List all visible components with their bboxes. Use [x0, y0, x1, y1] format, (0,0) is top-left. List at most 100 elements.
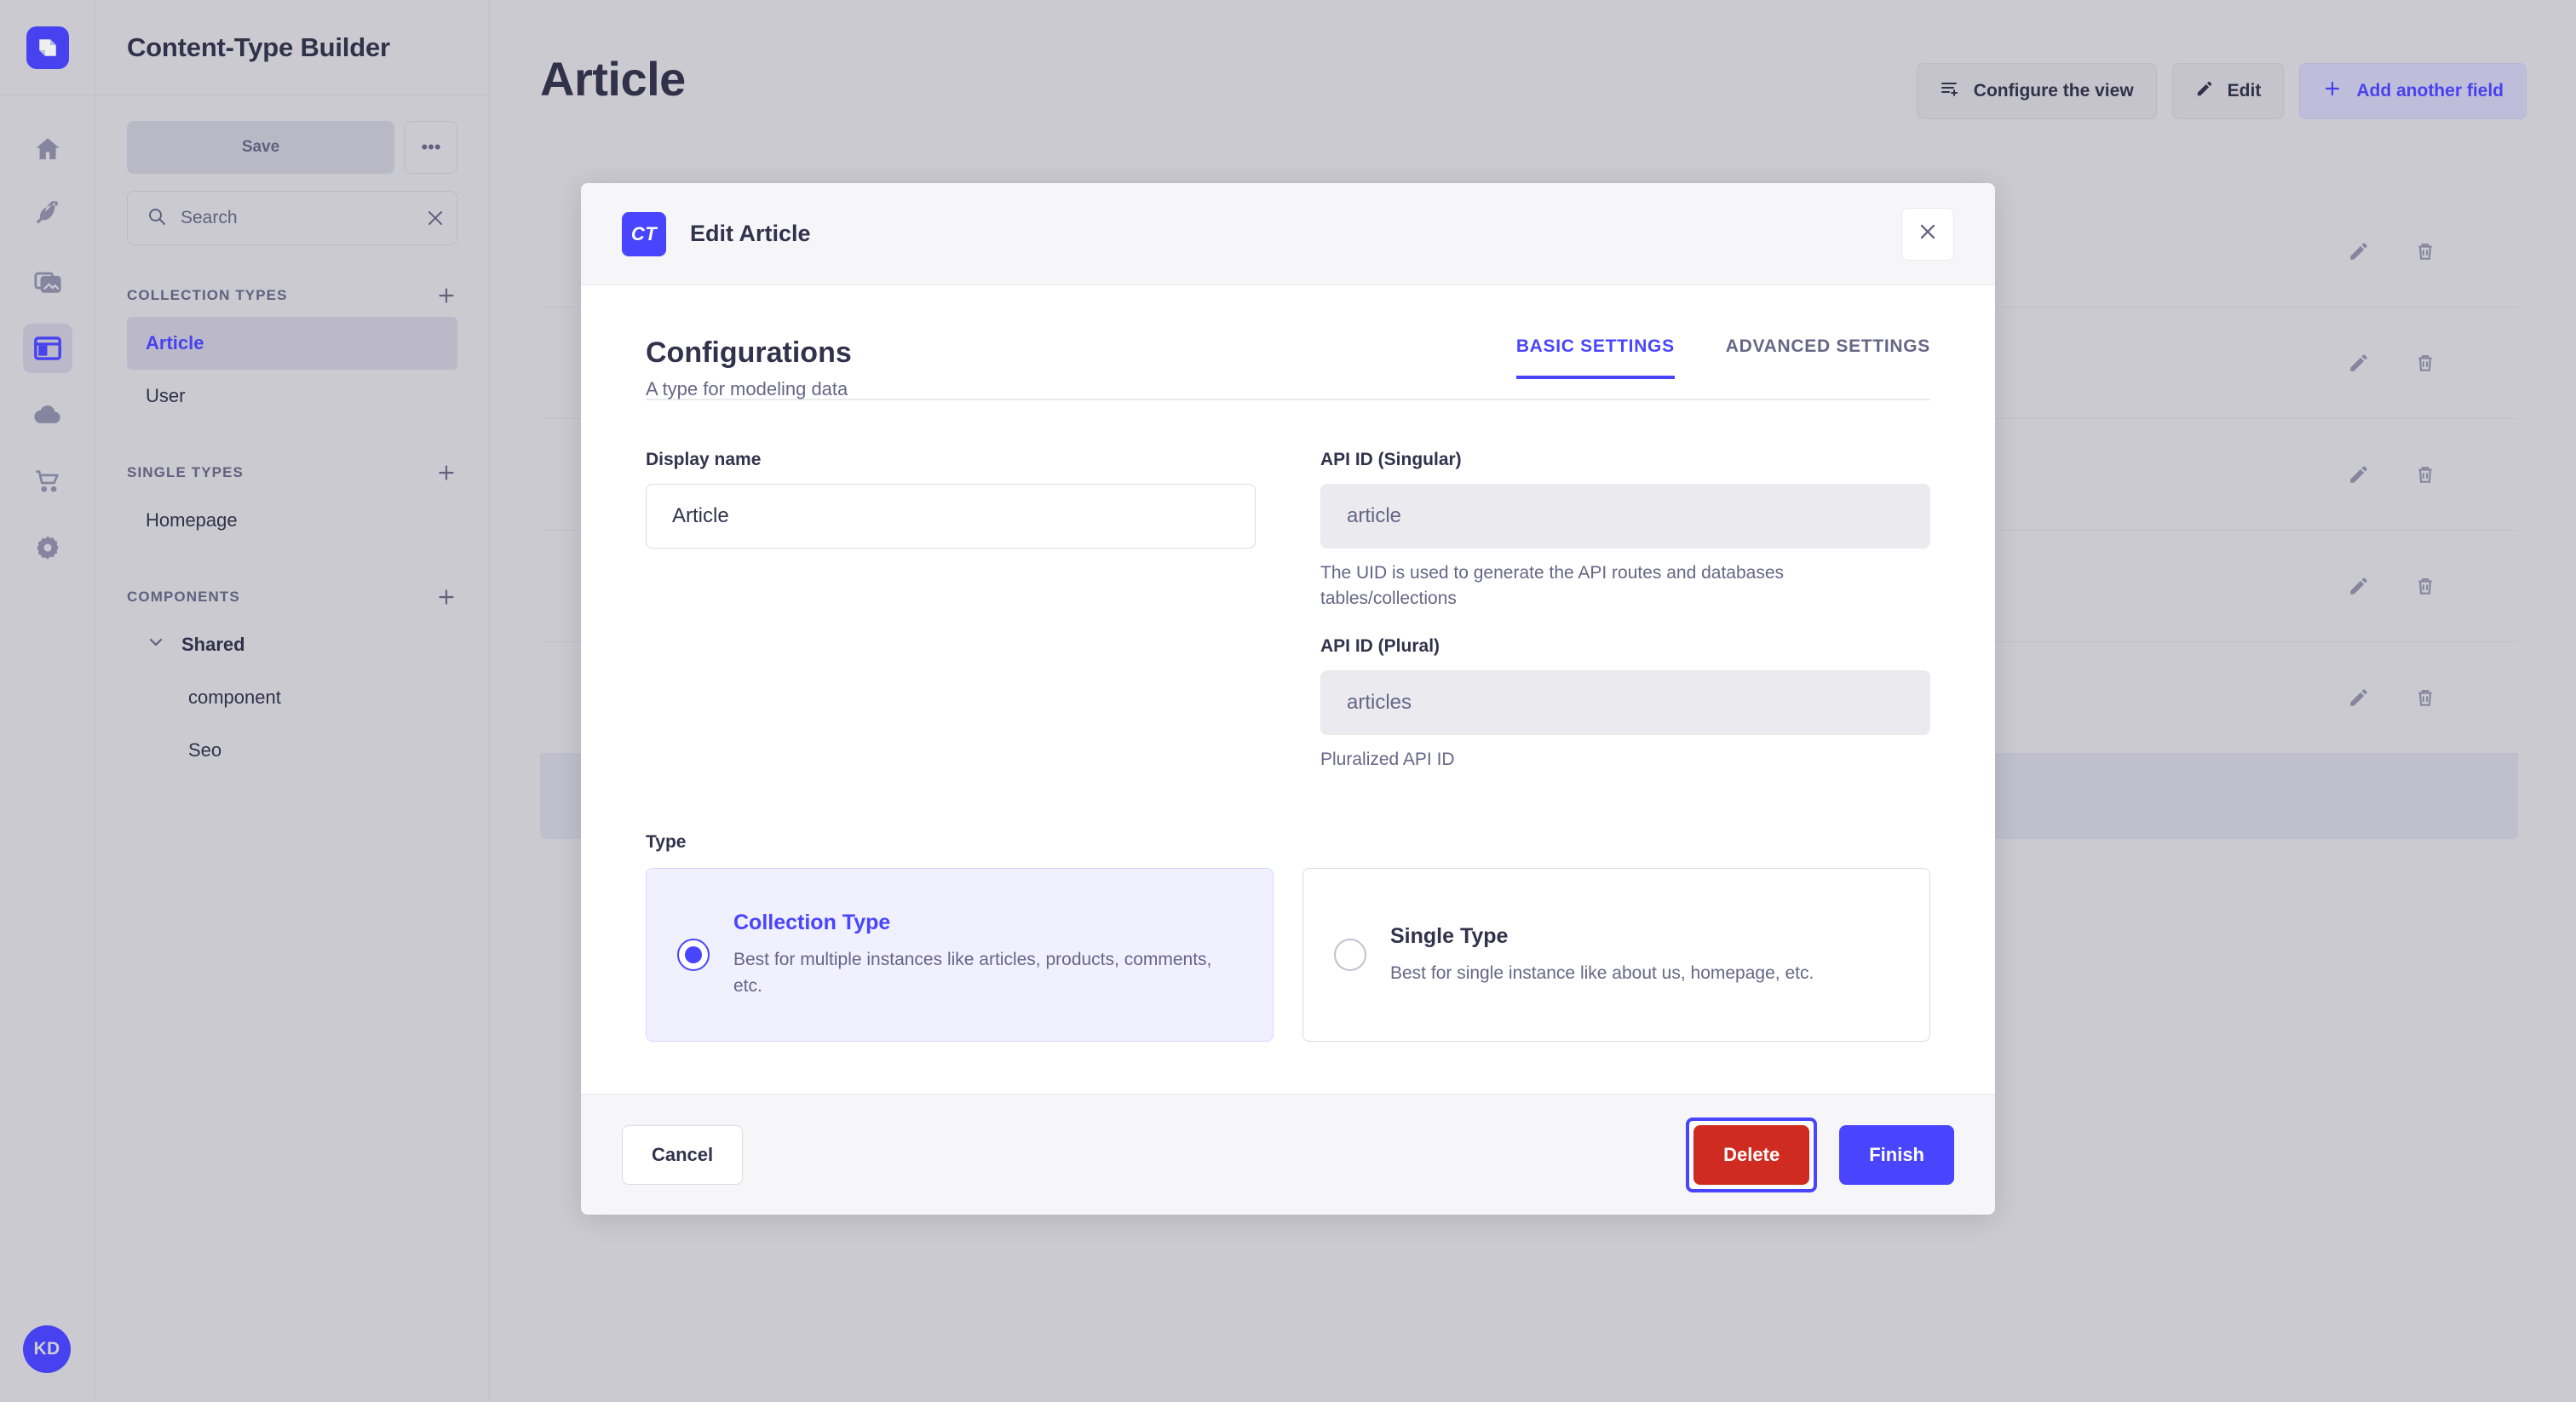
delete-button-focus-ring: Delete	[1686, 1117, 1818, 1192]
sidebar-title: Content-Type Builder	[127, 32, 390, 62]
search-input[interactable]	[181, 208, 411, 228]
save-row: Save •••	[127, 121, 457, 174]
avatar[interactable]: KD	[23, 1325, 71, 1373]
components-list: Shared component Seo	[127, 618, 457, 777]
more-options-button[interactable]: •••	[405, 121, 457, 174]
display-name-input[interactable]	[646, 484, 1256, 549]
trash-icon[interactable]	[2414, 687, 2436, 709]
edit-article-modal: CT Edit Article Configurations A type fo…	[581, 183, 1995, 1215]
section-label: COMPONENTS	[127, 589, 240, 605]
single-type-name: Single Type	[1390, 923, 1509, 948]
section-label: COLLECTION TYPES	[127, 287, 288, 303]
add-component-button[interactable]	[435, 586, 457, 608]
rail-item-settings[interactable]	[23, 523, 72, 572]
type-options: Collection Type Best for multiple instan…	[646, 868, 1930, 1043]
collection-type-radio[interactable]	[677, 939, 710, 972]
save-button[interactable]: Save	[127, 121, 394, 174]
clear-search-icon[interactable]	[425, 208, 446, 228]
finish-button[interactable]: Finish	[1839, 1124, 1954, 1185]
api-id-singular-input[interactable]	[1320, 484, 1930, 549]
sidebar: Content-Type Builder Save ••• COLLE	[95, 0, 490, 1402]
trash-icon[interactable]	[2414, 575, 2436, 597]
delete-button[interactable]: Delete	[1693, 1124, 1810, 1185]
pencil-icon	[2195, 79, 2214, 103]
single-type-radio[interactable]	[1334, 939, 1366, 972]
api-id-singular-hint: The UID is used to generate the API rout…	[1320, 563, 1785, 609]
settings-tabs: BASIC SETTINGS ADVANCED SETTINGS	[1515, 336, 1930, 379]
content-type-badge: CT	[622, 211, 666, 256]
single-type-description: Best for single instance like about us, …	[1390, 962, 1814, 983]
icon-rail: KD	[0, 0, 95, 1402]
section-components-header: COMPONENTS	[127, 586, 457, 608]
pencil-icon[interactable]	[2348, 463, 2370, 486]
modal-body: Configurations A type for modeling data …	[581, 285, 1995, 1094]
close-modal-button[interactable]	[1901, 207, 1954, 261]
search-box[interactable]	[127, 191, 457, 245]
content-type-builder-icon	[33, 334, 62, 363]
api-id-plural-label: API ID (Plural)	[1320, 635, 1440, 656]
modal-footer: Cancel Delete Finish	[581, 1094, 1995, 1215]
rail-items	[22, 124, 72, 572]
display-name-label: Display name	[646, 450, 762, 469]
sidebar-header: Content-Type Builder	[95, 0, 489, 95]
section-collection-types-header: COLLECTION TYPES	[127, 284, 457, 307]
sidebar-item-homepage[interactable]: Homepage	[146, 509, 238, 531]
sidebar-item-article[interactable]: Article	[127, 317, 457, 370]
sidebar-item-user[interactable]: User	[146, 385, 186, 406]
trash-icon[interactable]	[2414, 352, 2436, 374]
type-option-single-type[interactable]: Single Type Best for single instance lik…	[1302, 868, 1930, 1043]
footer-right-actions: Delete Finish	[1686, 1117, 1954, 1192]
pencil-icon[interactable]	[2348, 687, 2370, 709]
display-name-field-block: Display name	[646, 450, 1256, 796]
strapi-logo-icon	[26, 26, 69, 69]
edit-label: Edit	[2227, 81, 2262, 101]
section-single-types-header: SINGLE TYPES	[127, 462, 457, 484]
shopping-cart-icon	[33, 467, 62, 496]
add-single-type-button[interactable]	[435, 462, 457, 484]
tab-basic-settings[interactable]: BASIC SETTINGS	[1515, 336, 1675, 379]
configure-the-view-label: Configure the view	[1973, 81, 2134, 101]
collection-type-name: Collection Type	[733, 911, 891, 935]
search-icon	[147, 206, 167, 231]
rail-item-marketplace[interactable]	[23, 457, 72, 506]
sidebar-item-component[interactable]: component	[188, 687, 281, 708]
collection-type-description: Best for multiple instances like article…	[733, 950, 1212, 996]
configurations-title: Configurations	[646, 336, 852, 369]
edit-button[interactable]: Edit	[2171, 63, 2285, 119]
pencil-icon[interactable]	[2348, 240, 2370, 262]
add-another-field-button[interactable]: Add another field	[2299, 63, 2527, 119]
rail-item-media-library[interactable]	[23, 257, 72, 307]
form-grid: Display name API ID (Singular) The UID i…	[646, 450, 1930, 796]
header-actions: Configure the view Edit Add another fiel…	[1916, 51, 2527, 119]
page-title: Article	[540, 52, 686, 106]
add-collection-type-button[interactable]	[435, 284, 457, 307]
app-logo[interactable]	[0, 0, 95, 95]
main-header: Article Configure the view Edit	[491, 0, 2576, 119]
sidebar-item-seo[interactable]: Seo	[188, 739, 222, 761]
cloud-icon	[33, 400, 62, 429]
feather-icon	[33, 201, 62, 230]
tab-advanced-settings[interactable]: ADVANCED SETTINGS	[1725, 336, 1930, 356]
configure-the-view-button[interactable]: Configure the view	[1916, 63, 2157, 119]
configurations-heading-block: Configurations A type for modeling data	[646, 336, 852, 400]
rail-item-cloud[interactable]	[23, 390, 72, 440]
component-group-shared[interactable]: Shared	[127, 618, 457, 671]
api-id-singular-label: API ID (Singular)	[1320, 450, 1462, 469]
add-another-field-label: Add another field	[2356, 81, 2504, 101]
cancel-button[interactable]: Cancel	[622, 1124, 744, 1185]
home-icon	[33, 135, 62, 164]
configurations-subtitle: A type for modeling data	[646, 378, 848, 399]
rail-item-content-type-builder[interactable]	[22, 324, 72, 373]
type-option-collection-type[interactable]: Collection Type Best for multiple instan…	[646, 868, 1274, 1043]
collection-type-text: Collection Type Best for multiple instan…	[733, 911, 1242, 999]
trash-icon[interactable]	[2414, 240, 2436, 262]
rail-item-home[interactable]	[23, 124, 72, 174]
trash-icon[interactable]	[2414, 463, 2436, 486]
rail-item-content-manager[interactable]	[23, 191, 72, 240]
pencil-icon[interactable]	[2348, 575, 2370, 597]
media-library-icon	[33, 267, 62, 296]
api-id-plural-input[interactable]	[1320, 669, 1930, 735]
pencil-icon[interactable]	[2348, 352, 2370, 374]
gear-icon	[33, 533, 62, 562]
section-label: SINGLE TYPES	[127, 464, 244, 480]
